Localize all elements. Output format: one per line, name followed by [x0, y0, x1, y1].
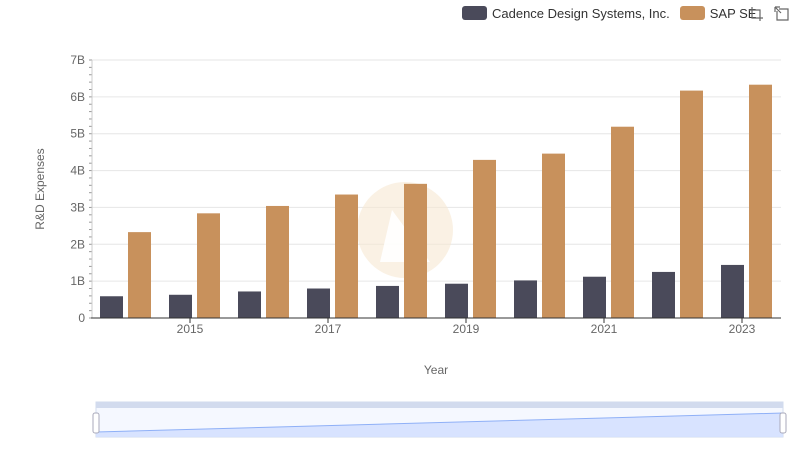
bar-sap-2019[interactable]: [473, 159, 496, 318]
range-handle-right[interactable]: [779, 412, 787, 434]
bar-sap-2023[interactable]: [749, 84, 772, 319]
x-tick-label: 2021: [591, 322, 618, 336]
bar-cadence-2016[interactable]: [238, 291, 261, 318]
x-tick-label: 2023: [729, 322, 756, 336]
reset-icon[interactable]: [774, 6, 790, 22]
x-axis-title: Year: [424, 363, 448, 377]
bar-sap-2020[interactable]: [542, 153, 565, 318]
y-tick-label: 5B: [70, 127, 85, 141]
bar-sap-2015[interactable]: [197, 213, 220, 318]
bar-cadence-2023[interactable]: [721, 264, 744, 318]
bar-cadence-2020[interactable]: [514, 280, 537, 318]
legend-swatch-cadence: [462, 6, 487, 20]
legend-item-sap[interactable]: SAP SE: [679, 5, 757, 21]
legend-label-cadence: Cadence Design Systems, Inc.: [492, 5, 670, 21]
bar-cadence-2022[interactable]: [652, 271, 675, 318]
y-tick-label: 4B: [70, 164, 85, 178]
bar-sap-2018[interactable]: [404, 183, 427, 318]
bars: [100, 84, 772, 319]
y-axis: 0 1B 2B 3B 4B 5B 6B 7B: [70, 53, 93, 325]
y-tick-label: 0: [78, 311, 85, 325]
range-slider[interactable]: [92, 401, 787, 438]
legend-item-cadence[interactable]: Cadence Design Systems, Inc.: [462, 6, 670, 21]
y-tick-label: 3B: [70, 200, 85, 214]
bar-cadence-2021[interactable]: [583, 276, 606, 318]
legend-swatch-sap: [679, 6, 705, 20]
bar-cadence-2018[interactable]: [376, 285, 399, 318]
bar-cadence-2017[interactable]: [307, 288, 330, 318]
x-tick-label: 2019: [453, 322, 480, 336]
bar-sap-2021[interactable]: [611, 126, 634, 318]
y-axis-title: R&D Expenses: [33, 148, 47, 229]
y-tick-label: 7B: [70, 53, 85, 67]
zoom-icon[interactable]: [748, 6, 764, 22]
legend: Cadence Design Systems, Inc. SAP SE: [462, 4, 766, 22]
bar-sap-2016[interactable]: [266, 205, 289, 318]
bar-sap-2014[interactable]: [128, 232, 151, 318]
range-handle-left[interactable]: [92, 412, 100, 434]
y-tick-label: 6B: [70, 90, 85, 104]
bar-sap-2022[interactable]: [680, 90, 703, 318]
x-axis: 2015 2017 2019 2021 2023: [91, 317, 781, 336]
bar-sap-2017[interactable]: [335, 194, 358, 318]
bar-cadence-2019[interactable]: [445, 283, 468, 318]
bar-cadence-2015[interactable]: [169, 294, 192, 318]
y-tick-label: 2B: [70, 237, 85, 251]
x-tick-label: 2015: [177, 322, 204, 336]
y-tick-label: 1B: [70, 274, 85, 288]
legend-label-sap: SAP SE: [709, 5, 757, 21]
bar-cadence-2014[interactable]: [100, 296, 123, 318]
x-tick-label: 2017: [315, 322, 342, 336]
